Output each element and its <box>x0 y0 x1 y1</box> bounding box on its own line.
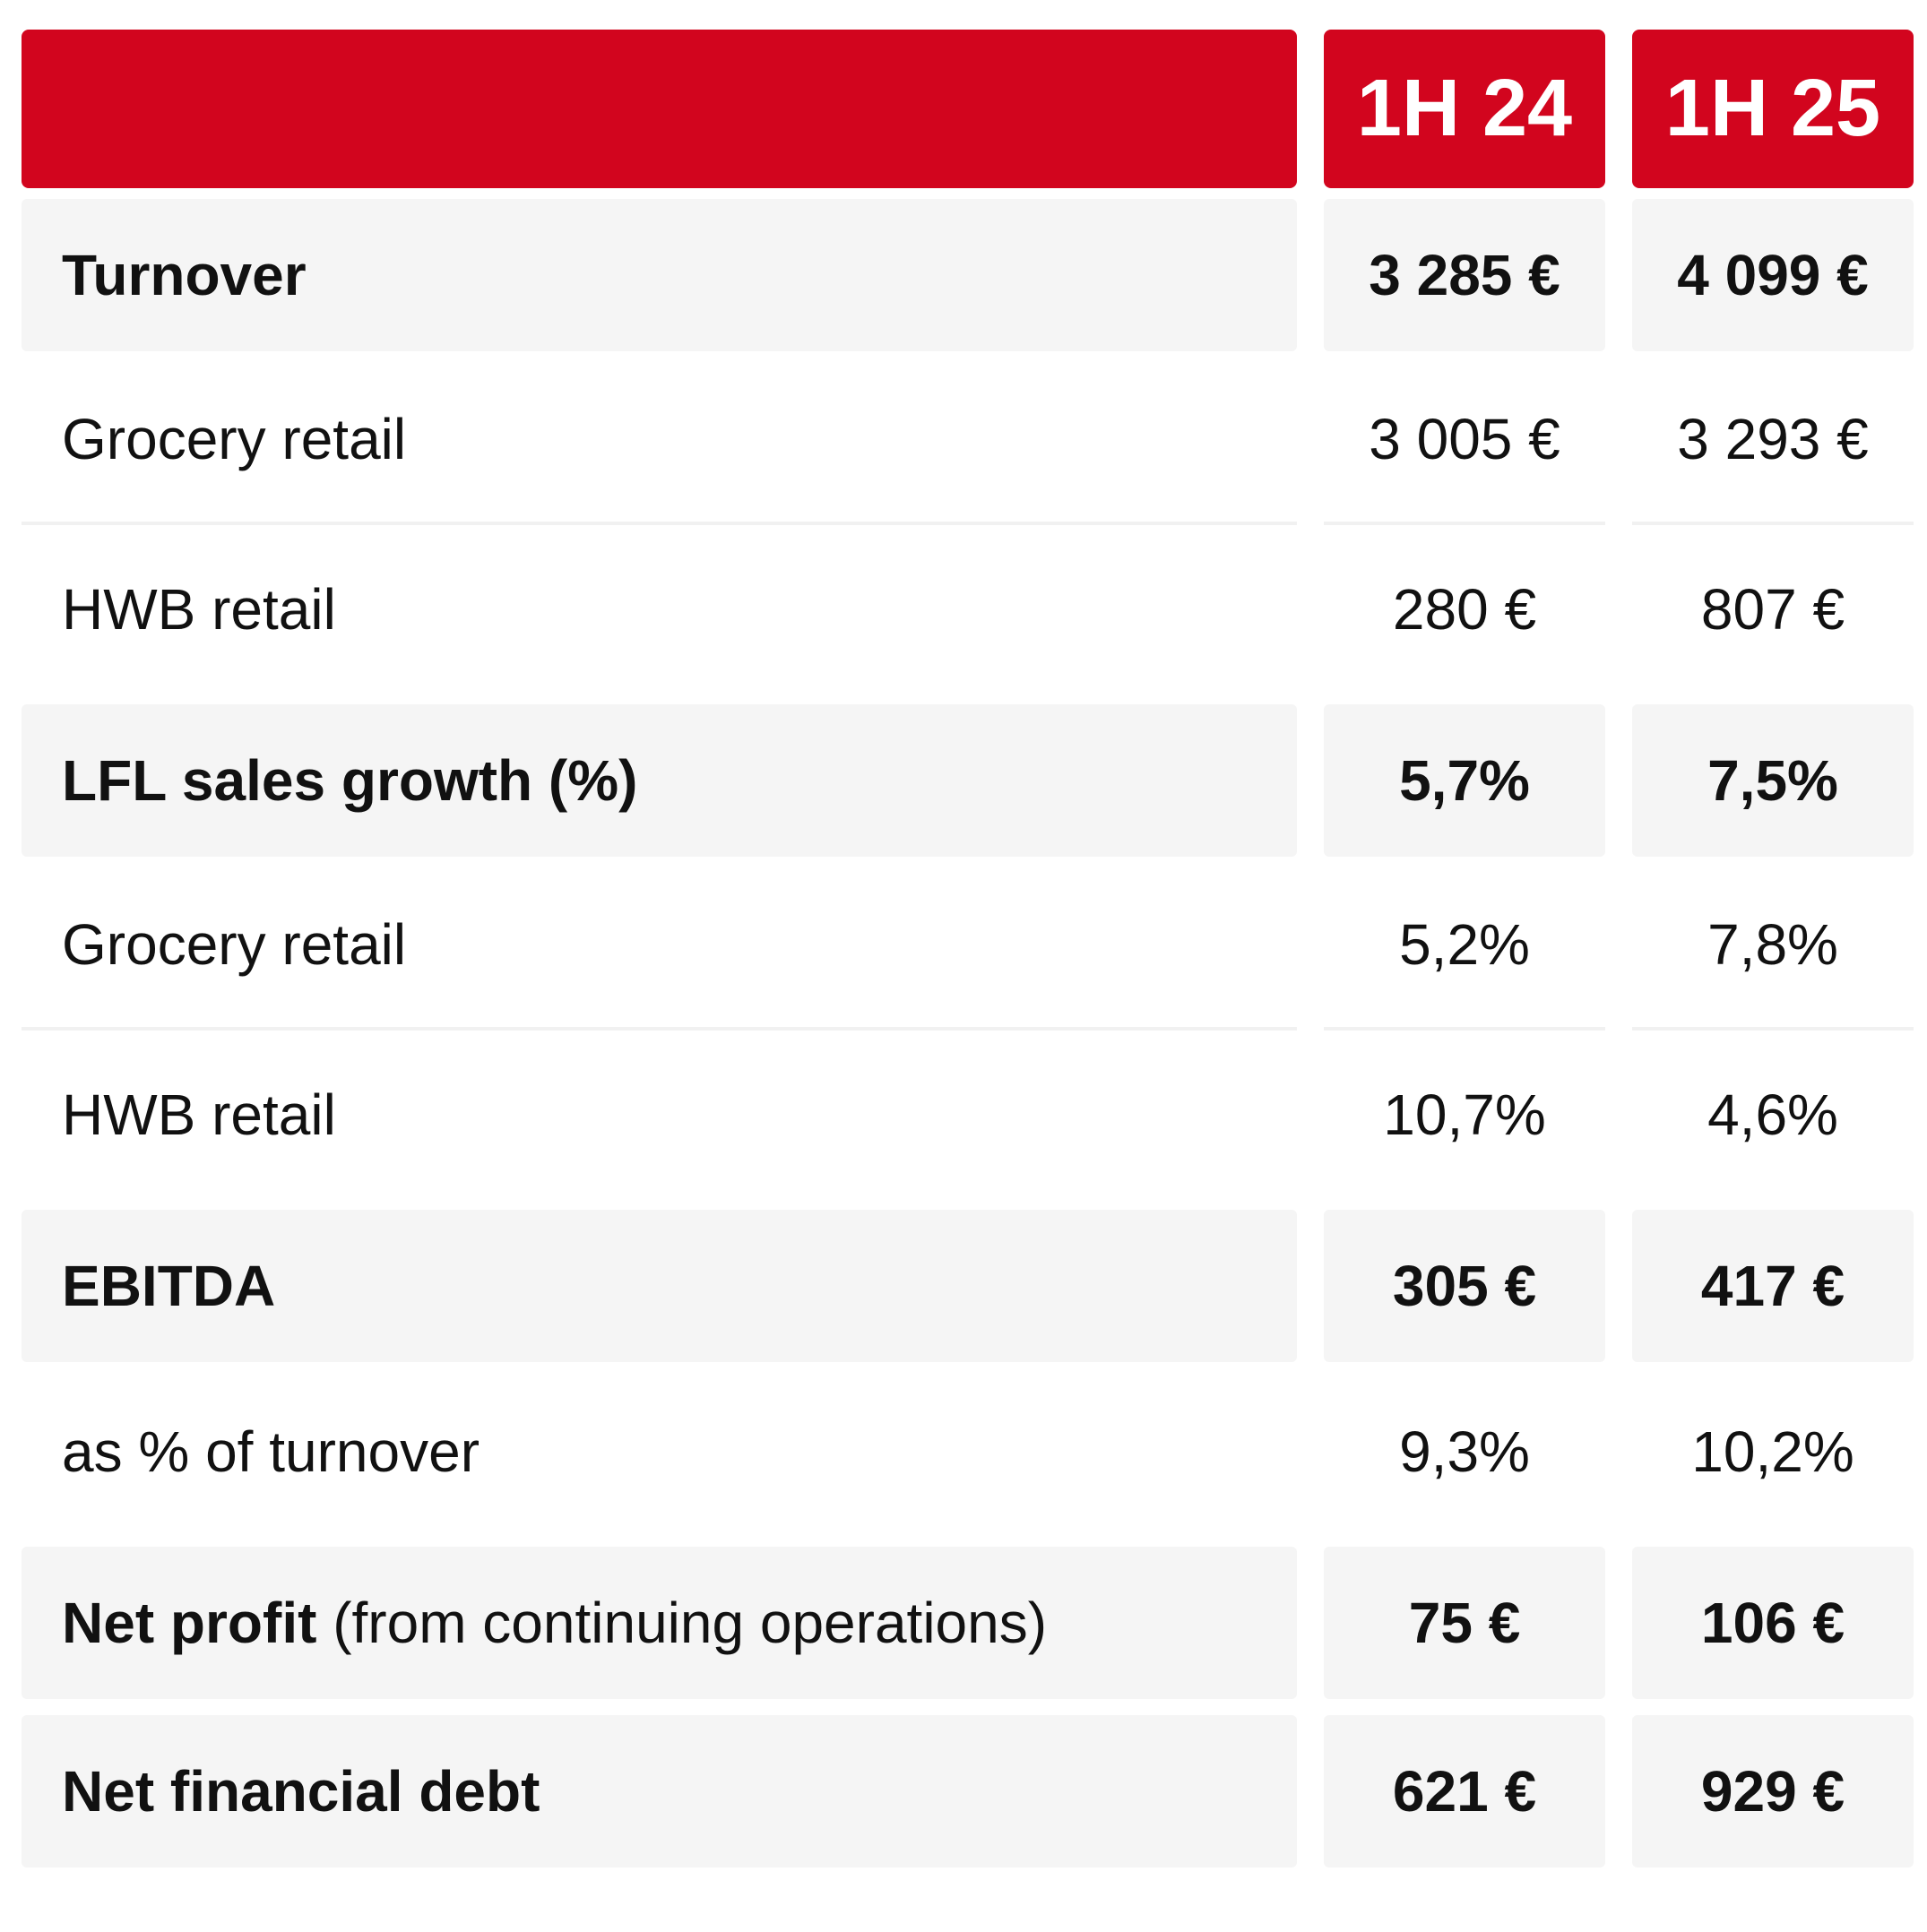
row-label: Net profit (from continuing operations) <box>22 1547 1297 1699</box>
table-row-net-financial-debt: Net financial debt 621 € 929 € <box>22 1704 1914 1873</box>
row-label-text: Net financial debt <box>62 1758 540 1824</box>
row-label-text: EBITDA <box>62 1253 276 1318</box>
value-1h25: 807 € <box>1700 577 1845 642</box>
row-label: Turnover <box>22 199 1297 351</box>
value-1h24: 280 € <box>1392 577 1537 642</box>
row-label: LFL sales growth (%) <box>22 704 1297 857</box>
row-label-text: Grocery retail <box>62 406 407 471</box>
row-label: as % of turnover <box>22 1367 1297 1536</box>
row-label: Net financial debt <box>22 1715 1297 1867</box>
table-row-grocery-retail-turnover: Grocery retail 3 005 € 3 293 € <box>22 357 1914 525</box>
table-row-hwb-retail-turnover: HWB retail 280 € 807 € <box>22 525 1914 694</box>
value-1h25: 7,8% <box>1632 862 1914 1031</box>
row-label-text: HWB retail <box>62 576 336 642</box>
table-row-grocery-retail-lfl: Grocery retail 5,2% 7,8% <box>22 862 1914 1031</box>
value-1h24: 305 € <box>1324 1210 1605 1362</box>
header-col-1h25: 1H 25 <box>1632 30 1914 188</box>
value-1h25: 4,6% <box>1707 1082 1838 1147</box>
value-1h24: 3 285 € <box>1324 199 1605 351</box>
table-row-ebitda: EBITDA 305 € 417 € <box>22 1199 1914 1367</box>
financial-summary-table: 1H 24 1H 25 Turnover 3 285 € 4 099 € Gro… <box>22 30 1914 1873</box>
header-col-1h24: 1H 24 <box>1324 30 1605 188</box>
header-label-cell <box>22 30 1297 188</box>
table-row-ebitda-margin: as % of turnover 9,3% 10,2% <box>22 1367 1914 1536</box>
row-label-text: LFL sales growth (%) <box>62 747 638 813</box>
value-1h24: 75 € <box>1324 1547 1605 1699</box>
row-label-text: Net profit <box>62 1590 317 1655</box>
row-label: Grocery retail <box>22 862 1297 1031</box>
value-1h25: 929 € <box>1632 1715 1914 1867</box>
row-label-text: as % of turnover <box>62 1419 480 1484</box>
table-header-row: 1H 24 1H 25 <box>22 30 1914 188</box>
value-1h25: 4 099 € <box>1632 199 1914 351</box>
row-label-text: Grocery retail <box>62 911 407 977</box>
row-label-text: HWB retail <box>62 1082 336 1147</box>
row-label-suffix: (from continuing operations) <box>316 1590 1048 1655</box>
row-label: EBITDA <box>22 1210 1297 1362</box>
row-label: HWB retail <box>22 525 1297 694</box>
value-1h25: 10,2% <box>1691 1419 1854 1484</box>
table-row-hwb-retail-lfl: HWB retail 10,7% 4,6% <box>22 1031 1914 1199</box>
table-row-lfl-sales-growth: LFL sales growth (%) 5,7% 7,5% <box>22 694 1914 862</box>
row-label: HWB retail <box>22 1031 1297 1199</box>
value-1h25: 417 € <box>1632 1210 1914 1362</box>
row-label: Grocery retail <box>22 357 1297 525</box>
row-label-text: Turnover <box>62 242 307 307</box>
value-1h24: 621 € <box>1324 1715 1605 1867</box>
value-1h25: 3 293 € <box>1632 357 1914 525</box>
table-row-turnover: Turnover 3 285 € 4 099 € <box>22 188 1914 357</box>
value-1h24: 5,2% <box>1324 862 1605 1031</box>
table-row-net-profit: Net profit (from continuing operations) … <box>22 1536 1914 1704</box>
value-1h24: 9,3% <box>1399 1419 1530 1484</box>
value-1h25: 7,5% <box>1632 704 1914 857</box>
value-1h25: 106 € <box>1632 1547 1914 1699</box>
value-1h24: 10,7% <box>1383 1082 1546 1147</box>
value-1h24: 3 005 € <box>1324 357 1605 525</box>
value-1h24: 5,7% <box>1324 704 1605 857</box>
